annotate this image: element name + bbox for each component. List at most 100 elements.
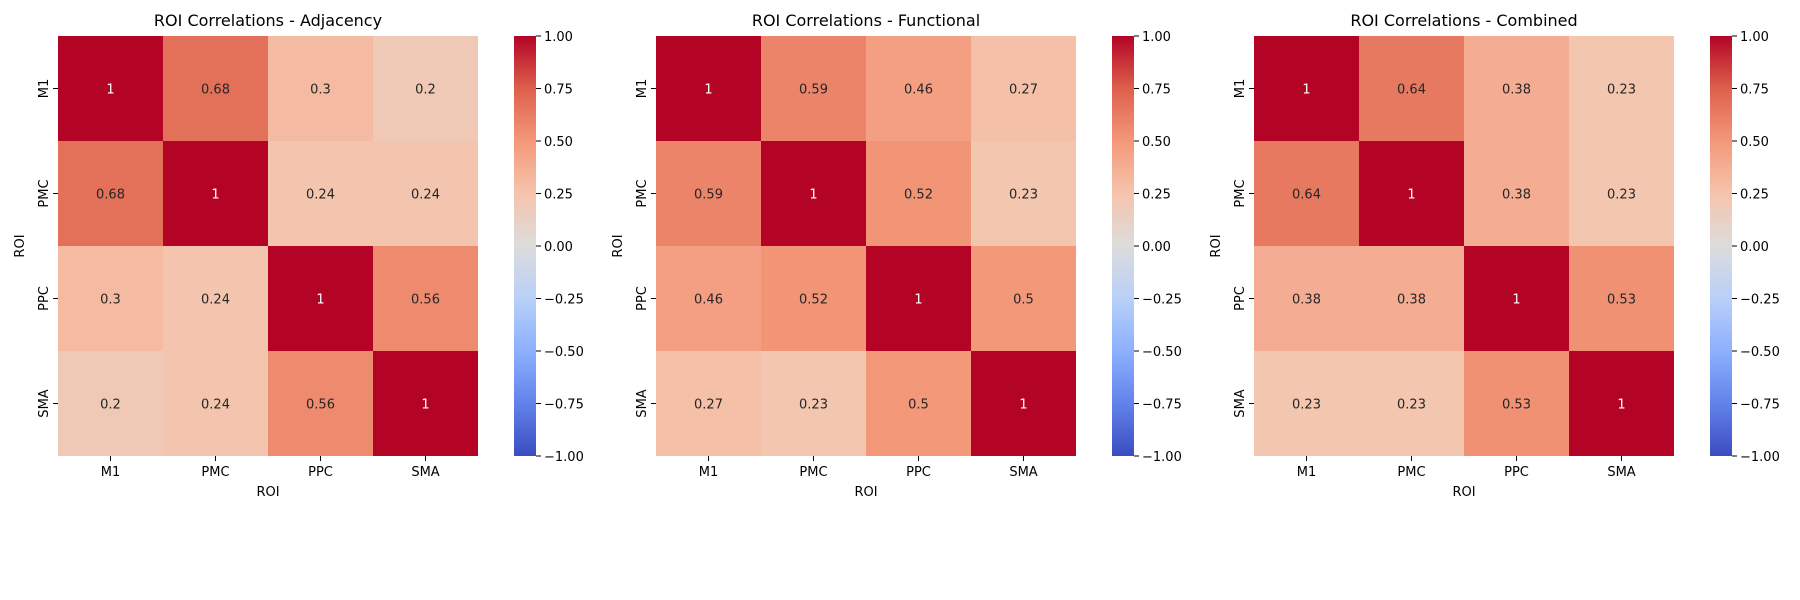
- colorbar-tick-label: 0.75: [544, 83, 573, 98]
- heatmap-cell: [1359, 36, 1464, 141]
- cell-value-label: 0.23: [1009, 188, 1038, 203]
- colorbar-tick-label: 0.25: [1142, 188, 1171, 203]
- heatmap-cell: [971, 36, 1076, 141]
- heatmap-cell: [761, 36, 866, 141]
- heatmap-cell: [163, 141, 268, 246]
- cell-value-label: 0.2: [100, 398, 121, 413]
- heatmap-cell: [1464, 351, 1569, 456]
- x-tick-label: SMA: [411, 465, 439, 480]
- cell-value-label: 0.5: [908, 398, 929, 413]
- y-axis-label: ROI: [611, 234, 626, 257]
- x-tick-label: PPC: [1504, 465, 1529, 480]
- heatmap-cell: [1359, 351, 1464, 456]
- cell-value-label: 0.52: [799, 293, 828, 308]
- cell-value-label: 0.38: [1397, 293, 1426, 308]
- cell-value-label: 0.23: [1397, 398, 1426, 413]
- heatmap-cell: [1464, 246, 1569, 351]
- cell-value-label: 0.24: [201, 293, 230, 308]
- y-tick-label: PPC: [37, 286, 52, 311]
- colorbar: [1710, 36, 1732, 456]
- cell-value-label: 0.38: [1502, 188, 1531, 203]
- cell-value-label: 0.68: [201, 83, 230, 98]
- colorbar-tick-label: 0.25: [1740, 188, 1769, 203]
- cell-value-label: 0.27: [694, 398, 723, 413]
- cell-value-label: 0.24: [411, 188, 440, 203]
- cell-value-label: 1: [421, 398, 429, 413]
- heatmap-cell: [866, 351, 971, 456]
- cell-value-label: 1: [1407, 188, 1415, 203]
- heatmap-cell: [1464, 141, 1569, 246]
- colorbar-tick-label: −0.75: [1142, 398, 1182, 413]
- heatmap-cell: [163, 351, 268, 456]
- cell-value-label: 1: [914, 293, 922, 308]
- y-tick-label: SMA: [1233, 389, 1248, 417]
- heatmap-cell: [163, 246, 268, 351]
- heatmap-cell: [373, 246, 478, 351]
- colorbar-tick-label: 0.50: [1142, 135, 1171, 150]
- x-tick-label: PMC: [799, 465, 827, 480]
- x-tick-label: PPC: [308, 465, 333, 480]
- cell-value-label: 0.56: [306, 398, 335, 413]
- cell-value-label: 0.23: [799, 398, 828, 413]
- colorbar: [1112, 36, 1134, 456]
- heatmap-cell: [971, 141, 1076, 246]
- heatmap-cell: [1569, 246, 1674, 351]
- y-axis-label: ROI: [1209, 234, 1224, 257]
- heatmap-cell: [656, 246, 761, 351]
- cell-value-label: 0.56: [411, 293, 440, 308]
- colorbar-tick-label: −0.50: [1740, 345, 1780, 360]
- cell-value-label: 0.53: [1607, 293, 1636, 308]
- y-tick-label: PMC: [37, 179, 52, 207]
- heatmap-cell: [761, 246, 866, 351]
- cell-value-label: 0.23: [1292, 398, 1321, 413]
- heatmap-cell: [373, 351, 478, 456]
- cell-value-label: 1: [1302, 83, 1310, 98]
- panel-title: ROI Correlations - Adjacency: [154, 11, 382, 30]
- colorbar-tick-label: 0.25: [544, 188, 573, 203]
- heatmap-cell: [1359, 246, 1464, 351]
- heatmap-cell: [971, 246, 1076, 351]
- heatmap-cell: [656, 351, 761, 456]
- cell-value-label: 1: [809, 188, 817, 203]
- panel-title: ROI Correlations - Functional: [752, 11, 980, 30]
- heatmap-cell: [656, 141, 761, 246]
- cell-value-label: 0.46: [694, 293, 723, 308]
- y-tick-label: SMA: [37, 389, 52, 417]
- x-tick-label: M1: [1297, 465, 1317, 480]
- y-tick-label: M1: [1233, 79, 1248, 99]
- cell-value-label: 1: [106, 83, 114, 98]
- heatmap-cell: [971, 351, 1076, 456]
- x-axis-label: ROI: [1452, 485, 1475, 500]
- y-tick-label: PMC: [1233, 179, 1248, 207]
- x-tick-label: M1: [101, 465, 121, 480]
- heatmap-panel-3: ROI Correlations - Combined 1 0.64 0.38 0.23…: [1209, 11, 1780, 500]
- y-tick-label: PPC: [635, 286, 650, 311]
- x-tick-label: M1: [699, 465, 719, 480]
- y-tick-label: PMC: [635, 179, 650, 207]
- heatmap-cell: [866, 141, 971, 246]
- heatmap-cell: [1254, 351, 1359, 456]
- colorbar-tick-label: −1.00: [1142, 450, 1182, 465]
- heatmap-cell: [58, 246, 163, 351]
- cell-value-label: 0.3: [100, 293, 121, 308]
- cell-value-label: 1: [211, 188, 219, 203]
- heatmap-cell: [373, 36, 478, 141]
- colorbar-tick-label: 0.00: [1740, 240, 1769, 255]
- colorbar-tick-label: −0.75: [1740, 398, 1780, 413]
- cell-value-label: 0.5: [1013, 293, 1034, 308]
- colorbar-tick-label: −0.50: [544, 345, 584, 360]
- heatmap-cell: [163, 36, 268, 141]
- x-tick-label: SMA: [1009, 465, 1037, 480]
- colorbar-tick-label: 0.00: [1142, 240, 1171, 255]
- heatmap-cell: [866, 246, 971, 351]
- cell-value-label: 0.64: [1292, 188, 1321, 203]
- heatmap-cell: [866, 36, 971, 141]
- colorbar-tick-label: −0.25: [1142, 293, 1182, 308]
- colorbar-tick-label: 0.75: [1142, 83, 1171, 98]
- heatmap-cell: [58, 141, 163, 246]
- y-tick-label: M1: [635, 79, 650, 99]
- y-tick-label: M1: [37, 79, 52, 99]
- colorbar-tick-label: −0.50: [1142, 345, 1182, 360]
- heatmap-cell: [268, 141, 373, 246]
